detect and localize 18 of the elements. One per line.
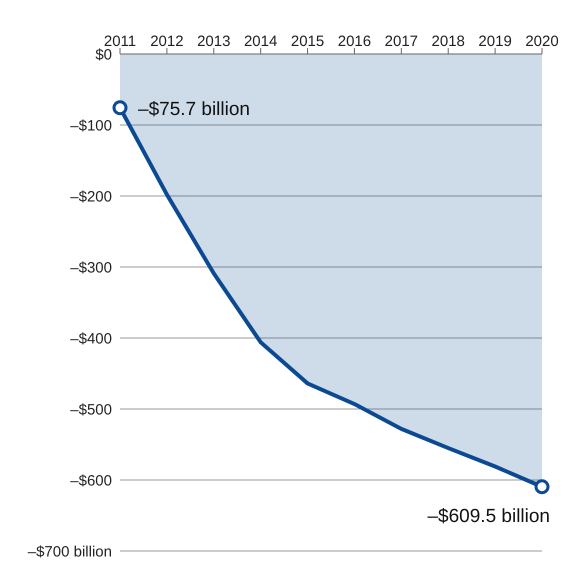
x-tick-label: 2014	[244, 33, 278, 50]
x-tick-label: 2020	[525, 33, 559, 50]
x-tick-label: 2015	[290, 33, 324, 50]
y-tick-label: –$400	[70, 330, 112, 348]
y-tick-label: –$300	[70, 259, 112, 276]
data-label: –$75.7 billion	[138, 98, 250, 120]
x-tick-label: 2017	[384, 33, 418, 50]
x-tick-label: 2013	[197, 33, 230, 50]
x-tick-label: 2019	[478, 33, 512, 50]
y-tick-label: –$700 billion	[28, 543, 112, 560]
y-tick-label: –$100	[70, 117, 112, 134]
data-label: –$609.5 billion	[427, 506, 550, 527]
y-tick-label: –$600	[70, 472, 112, 490]
y-tick-label: –$500	[70, 401, 112, 418]
x-tick-label: 2012	[150, 33, 184, 50]
y-tick-label: –$200	[70, 188, 112, 206]
x-tick-label: 2018	[432, 33, 465, 50]
x-tick-label: 2016	[338, 33, 372, 50]
